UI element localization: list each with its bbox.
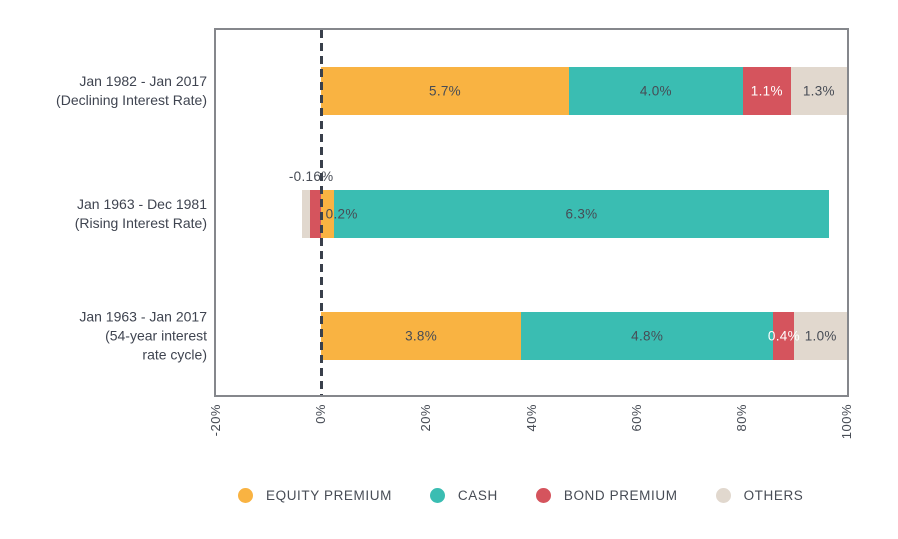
category-label-line: (Rising Interest Rate) bbox=[74, 214, 207, 231]
bar-row-2: 3.8% 4.8% 0.4% 1.0% bbox=[216, 311, 847, 360]
bar-segment-cash bbox=[333, 189, 830, 238]
legend-item-cash: CASH bbox=[429, 488, 498, 503]
legend-dot-icon bbox=[535, 488, 551, 503]
x-tick-label: 60% bbox=[628, 404, 644, 432]
bar-segment-cash bbox=[520, 311, 774, 360]
category-label-line: Jan 1963 - Jan 2017 bbox=[79, 308, 207, 324]
bar-row-0: 5.7% 4.0% 1.1% 1.3% bbox=[216, 67, 847, 115]
category-label-0: Jan 1982 - Jan 2017 (Declining Interest R… bbox=[56, 72, 207, 110]
zero-dashed-line bbox=[319, 30, 323, 395]
bar-segment-bond_premium bbox=[309, 189, 322, 238]
segment-value-label: 5.7% bbox=[429, 83, 461, 99]
segment-value-label: 3.8% bbox=[405, 328, 438, 343]
category-label-line: (Declining Interest Rate) bbox=[56, 92, 207, 108]
bar-segment-equity_premium bbox=[321, 311, 521, 360]
segment-value-label: 0.2% bbox=[325, 206, 358, 221]
segment-value-label: 1.3% bbox=[802, 83, 835, 99]
negative-value-annotation: -0.16% bbox=[288, 168, 334, 184]
segment-value-label: 1.0% bbox=[804, 328, 837, 343]
legend-dot-icon bbox=[715, 488, 731, 503]
legend-label: BOND PREMIUM bbox=[563, 488, 678, 503]
bar-row-1: 0.2% 6.3% bbox=[216, 189, 847, 238]
bar-segment-bond_premium bbox=[773, 311, 795, 360]
legend-dot-icon bbox=[429, 488, 445, 503]
legend-label: CASH bbox=[457, 488, 498, 503]
segment-value-label: 4.0% bbox=[639, 83, 672, 99]
category-label-line: Jan 1982 - Jan 2017 bbox=[79, 73, 207, 89]
legend-dot-icon bbox=[238, 488, 253, 503]
bar-segment-cash bbox=[568, 67, 743, 115]
segment-value-label: 4.8% bbox=[631, 328, 664, 343]
bar-segment-equity_premium bbox=[321, 189, 334, 238]
legend-label: EQUITY PREMIUM bbox=[266, 488, 392, 503]
x-tick-label: 40% bbox=[523, 404, 539, 432]
segment-value-label: 1.1% bbox=[750, 83, 783, 99]
x-tick-label: 20% bbox=[418, 404, 434, 432]
bar-segment-others bbox=[794, 311, 847, 360]
legend-label: OTHERS bbox=[743, 488, 804, 503]
segment-value-label: 6.3% bbox=[565, 206, 598, 221]
bar-segment-bond_premium bbox=[742, 67, 791, 115]
category-label-line: rate cycle) bbox=[142, 346, 207, 362]
x-tick-label: 80% bbox=[733, 404, 749, 432]
legend: EQUITY PREMIUM CASH BOND PREMIUM OTHERS bbox=[238, 488, 803, 503]
plot-area: 5.7% 4.0% 1.1% 1.3% -0.16% 0.2% 6.3% 3.8% 4.8% 0.… bbox=[214, 28, 849, 397]
x-tick-label: 100% bbox=[839, 404, 854, 440]
bar-segment-others bbox=[302, 189, 310, 238]
category-label-1: Jan 1963 - Dec 1981 (Rising Interest Rate… bbox=[75, 195, 207, 233]
legend-item-bond_premium: BOND PREMIUM bbox=[535, 488, 678, 503]
x-tick-label: 0% bbox=[313, 404, 329, 424]
x-tick-label: -20% bbox=[208, 404, 223, 437]
category-label-2: Jan 1963 - Jan 2017 (54-year interest rate… bbox=[79, 307, 207, 364]
bar-segment-others bbox=[790, 67, 847, 115]
legend-item-equity_premium: EQUITY PREMIUM bbox=[238, 488, 392, 503]
legend-item-others: OTHERS bbox=[715, 488, 804, 503]
category-label-line: Jan 1963 - Dec 1981 bbox=[77, 195, 207, 212]
segment-value-label: 0.4% bbox=[767, 328, 800, 343]
x-axis-tick-labels: -20% 0% 20% 40% 60% 80% 100% bbox=[208, 404, 854, 464]
category-label-line: (54-year interest bbox=[105, 327, 207, 343]
bar-segment-equity_premium bbox=[321, 67, 569, 115]
